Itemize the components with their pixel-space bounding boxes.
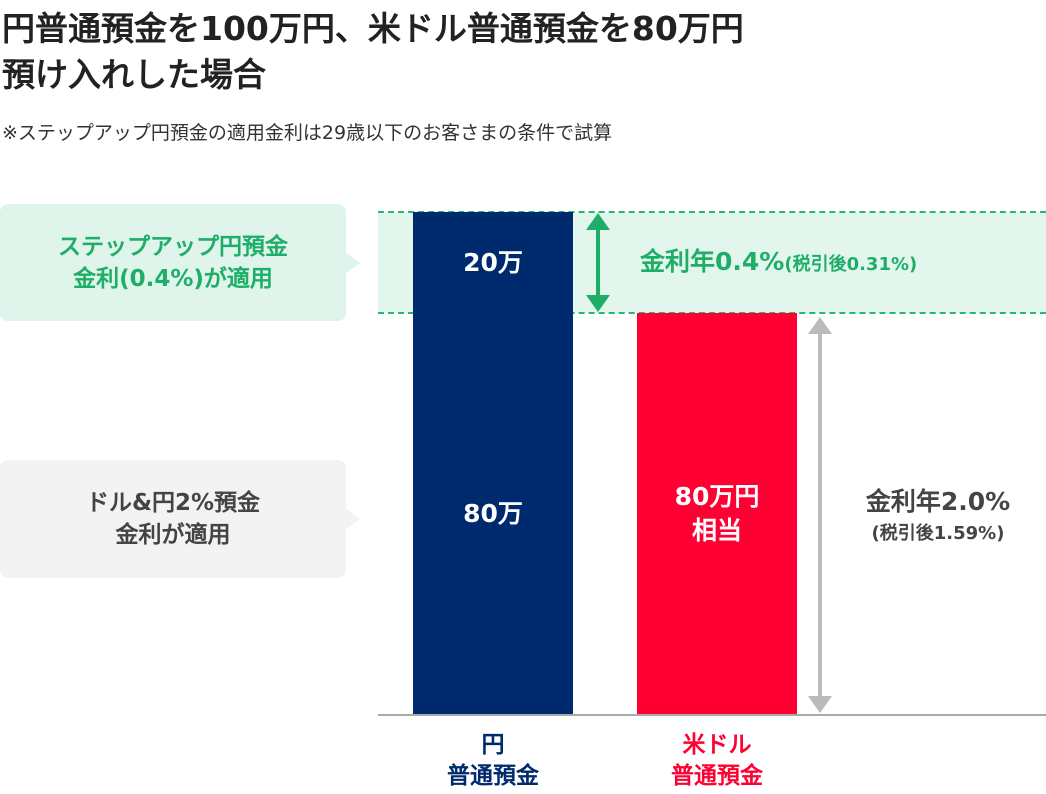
stepup-callout-line-2: 金利(0.4%)が適用 xyxy=(73,265,273,292)
footnote: ※ステップアップ円預金の適用金利は29歳以下のお客さまの条件で試算 xyxy=(2,122,613,144)
gray-double-arrow-icon xyxy=(808,317,832,713)
dollar-yen-rate-after-tax: (税引後1.59%) xyxy=(871,523,1005,544)
stepup-callout-line-1: ステップアップ円預金 xyxy=(58,233,288,260)
yen-deposit-bar-top-segment: 20万 xyxy=(413,212,573,313)
dollar-yen-callout-line-1: ドル&円2%預金 xyxy=(85,490,261,516)
band-top-dashed-line xyxy=(378,211,1046,213)
yen-top-segment-label: 20万 xyxy=(463,247,523,277)
stepup-rate-after-tax: (税引後0.31%) xyxy=(784,254,918,275)
yen-deposit-axis-label: 円 普通預金 xyxy=(393,730,593,792)
usd-bar-label-line-1: 80万円 xyxy=(674,481,760,511)
yen-deposit-bar-bottom-segment: 80万 xyxy=(413,313,573,714)
stepup-rate-label: 金利年0.4%(税引後0.31%) xyxy=(640,244,917,283)
yen-bottom-segment-label: 80万 xyxy=(463,498,523,528)
yen-axis-line-1: 円 xyxy=(481,732,505,758)
stepup-rate-callout: ステップアップ円預金 金利(0.4%)が適用 xyxy=(0,204,360,321)
dollar-yen-rate-main: 金利年2.0% xyxy=(865,487,1011,516)
dollar-yen-rate-label: 金利年2.0% (税引後1.59%) xyxy=(838,484,1038,548)
page-title: 円普通預金を100万円、米ドル普通預金を80万円 預け入れした場合 xyxy=(2,6,1042,98)
usd-axis-line-1: 米ドル xyxy=(682,732,752,758)
baseline xyxy=(378,714,1046,716)
usd-bar-label-line-2: 相当 xyxy=(691,515,742,545)
dollar-yen-rate-callout: ドル&円2%預金 金利が適用 xyxy=(0,460,360,578)
title-line-2: 預け入れした場合 xyxy=(2,55,266,94)
title-line-1: 円普通預金を100万円、米ドル普通預金を80万円 xyxy=(2,9,744,48)
dollar-yen-callout-line-2: 金利が適用 xyxy=(115,522,231,548)
stepup-rate-main: 金利年0.4% xyxy=(640,247,785,276)
usd-deposit-bar: 80万円 相当 xyxy=(637,313,797,714)
usd-axis-line-2: 普通預金 xyxy=(671,763,763,789)
usd-deposit-axis-label: 米ドル 普通預金 xyxy=(617,730,817,792)
yen-axis-line-2: 普通預金 xyxy=(447,763,539,789)
